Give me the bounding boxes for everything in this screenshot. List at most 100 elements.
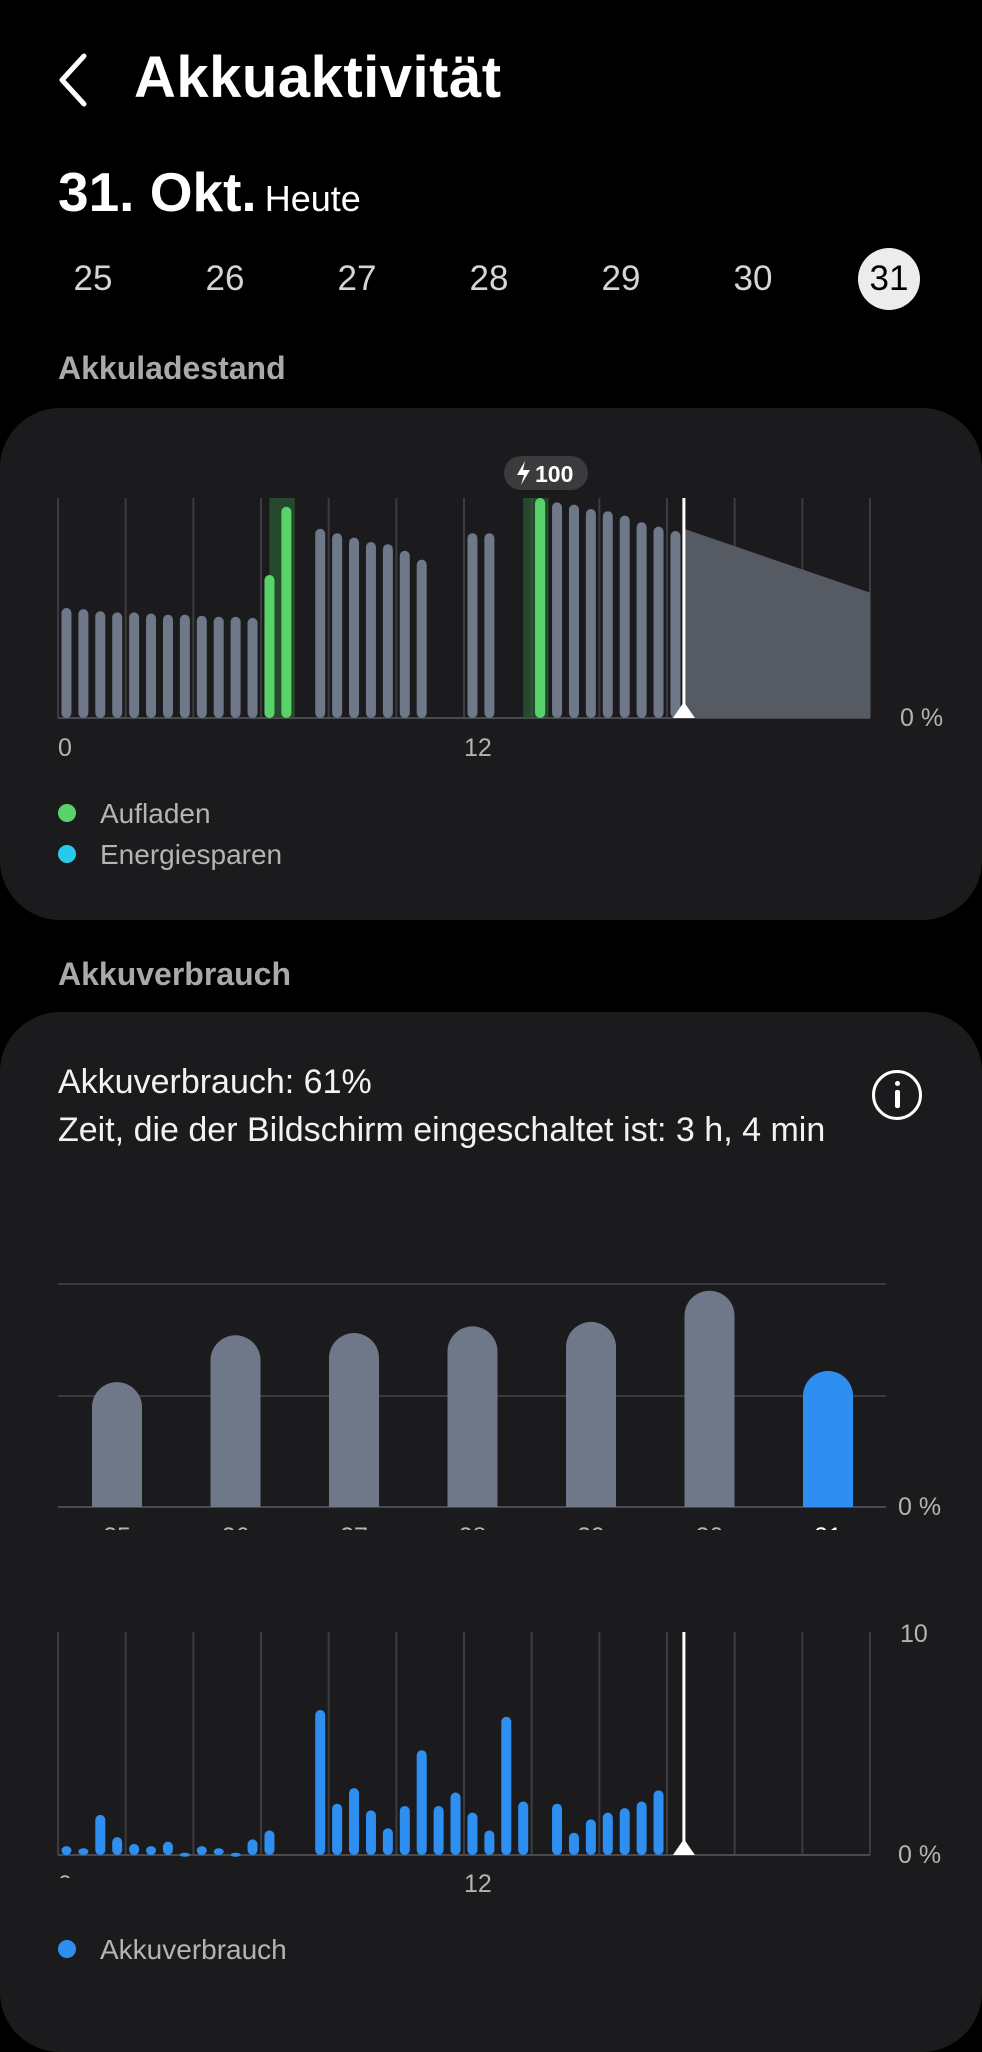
level-bar — [179, 614, 190, 718]
level-bar — [264, 575, 275, 718]
forecast-area — [683, 528, 870, 718]
hourly-bar — [112, 1837, 123, 1855]
daily-bar-25 — [91, 1382, 142, 1507]
day-29[interactable]: 29 — [601, 259, 641, 298]
hourly-current-time-marker-icon — [672, 1839, 695, 1855]
date-main: 31. Okt. — [58, 161, 257, 223]
level-bar — [467, 533, 478, 718]
level-bar — [552, 502, 563, 718]
level-bar — [112, 612, 123, 718]
level-bar — [61, 608, 72, 718]
usage-section-label: Akkuverbrauch — [58, 956, 291, 992]
day-28[interactable]: 28 — [469, 259, 509, 298]
hourly-bar — [264, 1830, 275, 1855]
usage-dot-icon — [58, 1939, 76, 1958]
hourly-bar — [213, 1848, 224, 1855]
daily-usage-chart[interactable]: 25 26 27 28 29 30 31 0 % — [0, 1270, 982, 1530]
daily-label-28: 28 — [459, 1523, 487, 1530]
level-x-label-12: 12 — [464, 734, 492, 762]
back-arrow-icon[interactable] — [52, 52, 96, 108]
level-bar — [196, 615, 207, 718]
charge-badge: 100 — [504, 456, 588, 490]
level-bar — [247, 617, 258, 718]
hourly-bar — [653, 1790, 664, 1855]
day-31-selected[interactable]: 31 — [858, 248, 920, 310]
level-card: 100 0 12 0 % Aufladen Energiesparen — [0, 408, 982, 920]
hourly-bar — [484, 1830, 495, 1855]
hourly-x-label-0: 0 — [58, 1871, 72, 1878]
daily-label-27: 27 — [340, 1523, 368, 1530]
daily-y-label-0: 0 % — [898, 1493, 941, 1521]
hourly-bar — [95, 1814, 106, 1855]
level-bar — [636, 522, 647, 718]
hourly-bar — [196, 1846, 207, 1855]
hourly-bar — [146, 1846, 157, 1855]
daily-bar-31 — [803, 1370, 853, 1507]
hourly-usage-chart[interactable]: 10 0 % 0 — [0, 1618, 982, 1878]
usage-summary: Akkuverbrauch: 61% — [58, 1063, 372, 1101]
legend-usage: Akkuverbrauch — [58, 1934, 287, 1966]
hourly-bar — [552, 1803, 563, 1855]
hourly-bar — [619, 1808, 630, 1855]
legend-usage-label: Akkuverbrauch — [100, 1934, 287, 1965]
daily-label-25: 25 — [103, 1523, 131, 1530]
hourly-bar — [568, 1832, 579, 1855]
hourly-bar — [349, 1788, 360, 1855]
level-y-label-0: 0 % — [900, 704, 943, 732]
charge-badge-value: 100 — [535, 461, 573, 487]
daily-bar-30 — [684, 1290, 735, 1507]
hourly-bar — [129, 1843, 140, 1855]
hourly-bar — [501, 1716, 512, 1855]
level-bar — [484, 533, 495, 718]
level-bar — [162, 614, 173, 718]
page-title: Akkuaktivität — [134, 45, 502, 110]
level-bar — [129, 612, 140, 718]
date-heading: 31. Okt. Heute — [58, 160, 361, 224]
legend-charging: Aufladen — [58, 798, 211, 830]
level-bar — [382, 544, 393, 718]
level-bar — [281, 506, 292, 718]
level-x-label-0: 0 — [58, 734, 72, 762]
hourly-bar — [585, 1819, 596, 1855]
hourly-bar — [636, 1801, 647, 1855]
info-icon[interactable] — [872, 1070, 922, 1120]
hourly-bar — [382, 1828, 393, 1855]
day-27[interactable]: 27 — [337, 259, 377, 298]
level-bar — [332, 533, 343, 718]
level-bar — [653, 526, 664, 718]
power-saving-dot-icon — [58, 844, 76, 863]
hourly-bar — [365, 1810, 376, 1855]
level-bar — [349, 537, 360, 718]
day-26[interactable]: 26 — [205, 259, 245, 298]
level-bar — [213, 616, 224, 718]
legend-charging-label: Aufladen — [100, 798, 211, 829]
hourly-bar — [230, 1852, 241, 1857]
day-25[interactable]: 25 — [73, 259, 113, 298]
daily-bar-29 — [566, 1321, 616, 1507]
level-bar — [535, 498, 546, 718]
level-bar — [416, 559, 427, 718]
hourly-bar — [518, 1801, 529, 1855]
level-bar — [568, 504, 579, 718]
hourly-bar — [602, 1812, 613, 1855]
hourly-bar — [61, 1846, 72, 1855]
level-bar — [602, 511, 613, 718]
header: Akkuaktivität — [0, 0, 982, 160]
hourly-bar — [332, 1803, 343, 1855]
hourly-bar — [162, 1841, 173, 1855]
day-30[interactable]: 30 — [733, 259, 773, 298]
hourly-bar — [315, 1710, 326, 1855]
legend-power-saving: Energiesparen — [58, 839, 282, 871]
level-bar — [399, 550, 410, 718]
battery-level-chart[interactable]: 100 0 12 0 % — [0, 408, 982, 768]
level-bar — [315, 528, 326, 718]
daily-label-31: 31 — [814, 1523, 842, 1530]
level-bar — [146, 613, 157, 718]
hourly-y-label-bottom: 0 % — [898, 1841, 941, 1869]
daily-label-26: 26 — [222, 1523, 250, 1530]
legend-power-saving-label: Energiesparen — [100, 839, 283, 870]
level-bar — [95, 611, 106, 718]
date-sub: Heute — [264, 178, 361, 219]
current-time-marker-icon — [672, 702, 695, 718]
hourly-y-label-top: 10 — [900, 1620, 928, 1648]
